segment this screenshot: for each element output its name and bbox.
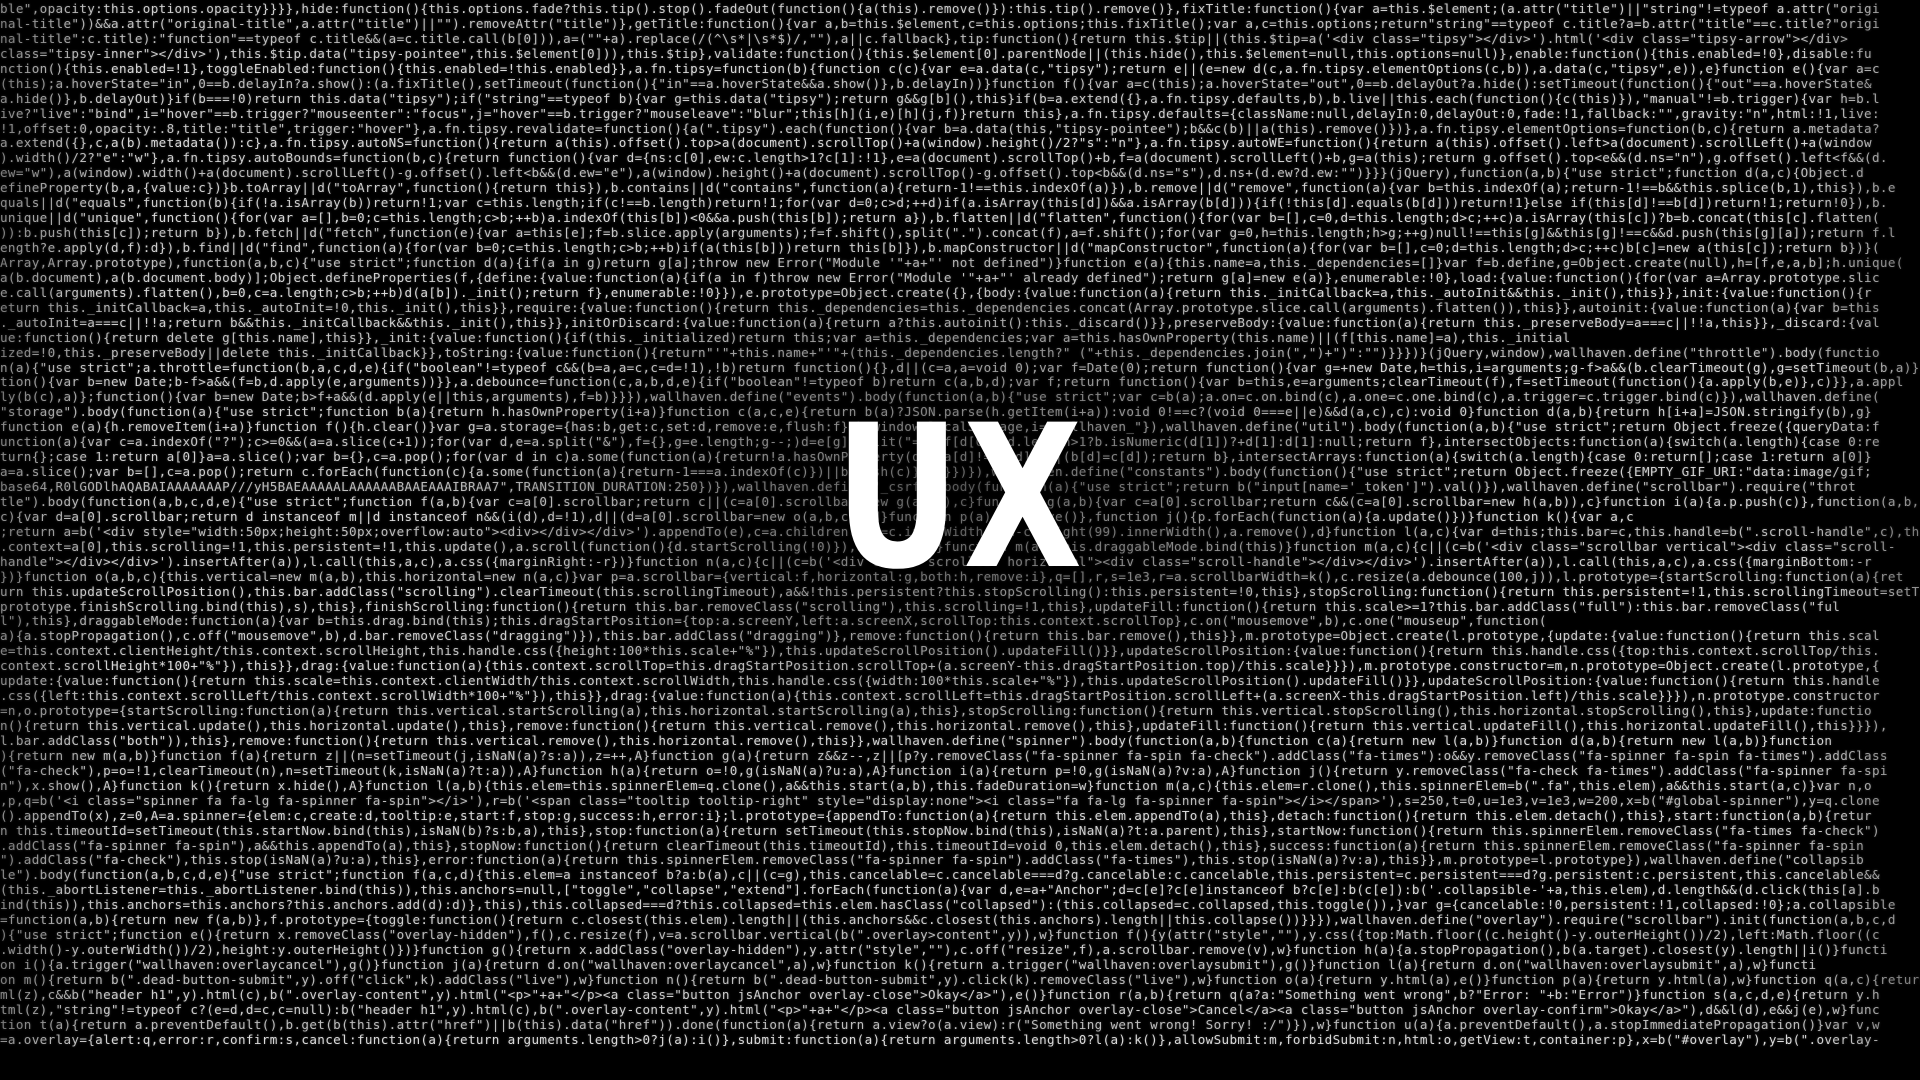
- code-line: tml(z),"string"!=typeof c?(e=d,d=c,c=nul…: [0, 1002, 1880, 1017]
- code-line: eturn this._initCallback=a,this._autoIni…: [0, 300, 1880, 315]
- code-line: ._autoInit=a===c||!!a;return b&&this._in…: [0, 315, 1880, 330]
- code-line: ew="w"),a(window).width()+a(document).sc…: [0, 166, 1865, 181]
- code-line: ble",opacity:this.options.opacity}}}},hi…: [0, 2, 1880, 16]
- code-line: tion t(a){return a.preventDefault(),b.ge…: [0, 1017, 1880, 1032]
- code-line: ive?"live":"bind",i="hover"==b.trigger?"…: [0, 106, 1880, 121]
- code-line: nal-title"))&&a.attr("original-title",a.…: [0, 16, 1880, 31]
- code-line: update:{value:function(){return this.sca…: [0, 674, 1880, 689]
- code-line: Array,Array.prototype),function(a,b,c){"…: [0, 255, 1904, 270]
- code-line: (this._abortListener=this._abortListener…: [0, 883, 1880, 898]
- code-line: .css({left:this.context.scrollLeft/this.…: [0, 689, 1880, 704]
- code-line: e.call(arguments).flatten(),b=0,c=a.leng…: [0, 285, 1872, 300]
- code-line: unique||d("unique",function(){for(var a=…: [0, 211, 1880, 226]
- code-line: (this);a.hoverState="in",0==b.delayIn?a.…: [0, 76, 1872, 91]
- code-line: efineProperty(b,a,{value:c})}b.toArray||…: [0, 181, 1896, 196]
- code-line: ().appendTo(x),z=0,A=a.spinner={elem:c,c…: [0, 808, 1872, 823]
- code-line: ").addClass("fa-check"),this.stop(isNaN(…: [0, 853, 1865, 868]
- code-line: ("fa-check"),p=o=!1,clearTimeout(n),n=se…: [0, 763, 1888, 778]
- code-line: a.extend({},c,a(b).metadata()):c},a.fn.t…: [0, 136, 1872, 151]
- code-line: on i(){a.trigger("wallhaven:overlaycance…: [0, 958, 1817, 972]
- code-line: l"),this},draggableMode:function(a){var …: [0, 614, 1547, 629]
- code-line: quals||d("equals",function(b){if(!a.isAr…: [0, 196, 1888, 211]
- code-line: ){return new m(a,b)}function f(a){return…: [0, 748, 1888, 763]
- code-line: !1,offset:0,opacity:.8,title:"title",tri…: [0, 121, 1880, 136]
- code-line: on m(){return b(".dead-button-submit",y)…: [0, 972, 1920, 987]
- code-line: .width()-y.outerWidth())/2),height:y.out…: [0, 943, 1888, 958]
- code-line: n"),x.show(),A}function k(){return x.hid…: [0, 778, 1872, 793]
- code-line: n this.timeoutId=setTimeout(this.startNo…: [0, 823, 1880, 838]
- code-line: ue:function(){return delete g[this.name]…: [0, 330, 1571, 345]
- code-line: n(){return this.vertical.update(),this.h…: [0, 719, 1888, 733]
- code-line: a){a.stopPropagation(),c.off("mousemove"…: [0, 629, 1880, 644]
- code-line: n(a){"use strict";a.throttle=function(b,…: [0, 360, 1920, 375]
- code-line: ength?e.apply(d,f):d}),b.find||d("find",…: [0, 241, 1880, 255]
- code-line: ml(z),c&&b("header h1",y).html(c),b(".ov…: [0, 987, 1880, 1002]
- code-line: e=this.context.clientHeight/this.context…: [0, 644, 1880, 659]
- code-line: ind(this)),this.anchors=this.anchors?thi…: [0, 898, 1896, 913]
- code-line: le").body(function(a,b,c,d,e){"use stric…: [0, 868, 1880, 883]
- code-line: ized=!0,this._preserveBody||delete this.…: [0, 345, 1880, 360]
- ux-headline: UX: [834, 382, 1086, 613]
- code-line: ){"use strict";function e(){return x.rem…: [0, 928, 1880, 943]
- code-line: nction(){this.enabled=!1},toggleEnabled:…: [0, 61, 1880, 76]
- code-line: l.bar.addClass("both")),this},remove:fun…: [0, 733, 1833, 748]
- code-line: =n,o.prototype={startScrolling:function(…: [0, 704, 1872, 719]
- code-line: class="tipsy-inner"></div>'),this.$tip.d…: [0, 46, 1872, 61]
- code-line: ,p,q=b('<i class="spinner fa fa-lg fa-sp…: [0, 793, 1880, 808]
- code-line: nal-title":c.title):"function"==typeof c…: [0, 31, 1849, 46]
- code-line: =function(a,b){return new f(a,b)},f.prot…: [0, 913, 1896, 928]
- code-line: a.hide()},b.delayOut)}if(b===!0)return t…: [0, 91, 1880, 106]
- code-line: .addClass("fa-spinner fa-spin"),a&&this.…: [0, 838, 1865, 853]
- code-line: ).width()/2?"e":"w"},a.fn.tipsy.autoBoun…: [0, 151, 1888, 166]
- code-line: )):b.push(this[c]);return b}),b.fetch||d…: [0, 226, 1896, 241]
- code-line: a(b.document),a(b.document.body)];Object…: [0, 270, 1880, 285]
- code-line: =a.overlay={alert:q,error:r,confirm:s,ca…: [0, 1032, 1880, 1047]
- code-line: context.scrollHeight*100+"%"}),this}},dr…: [0, 659, 1880, 674]
